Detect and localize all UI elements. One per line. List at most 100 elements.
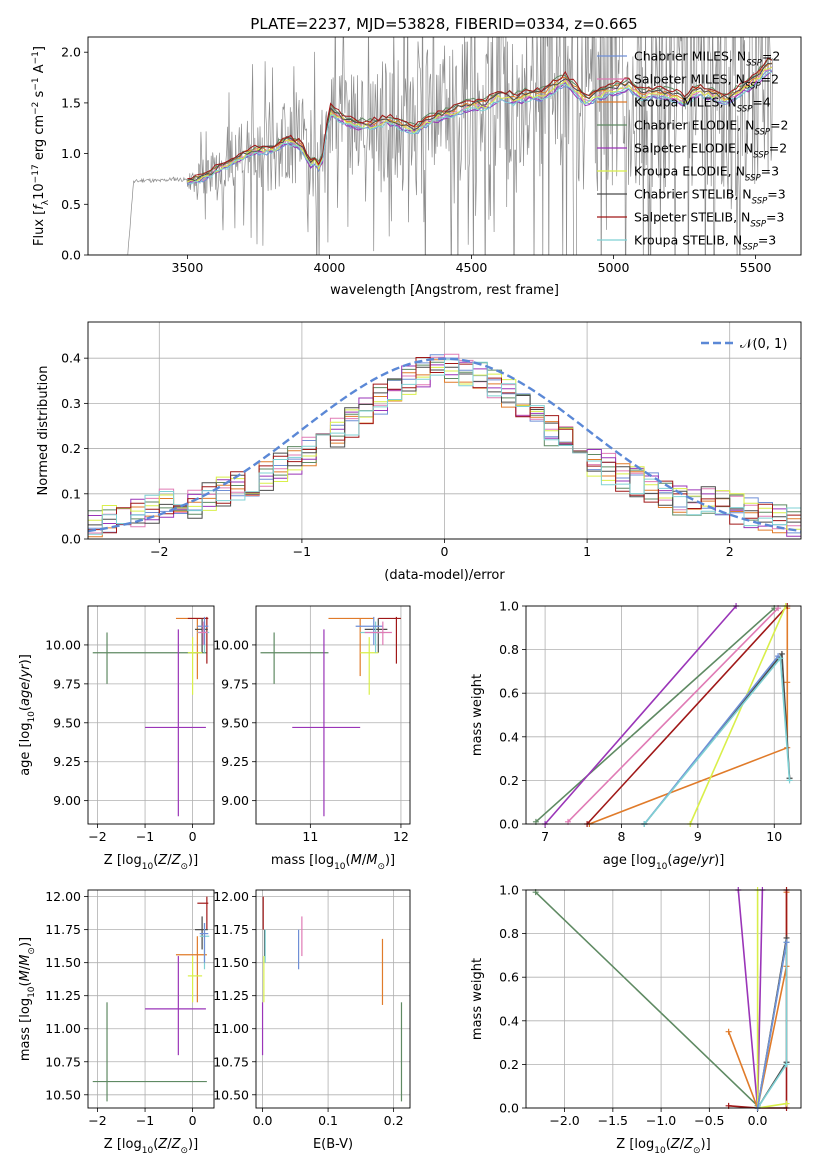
data-point (145, 956, 206, 1056)
weight-marker (786, 777, 793, 784)
label-part: Z [ (104, 853, 122, 868)
weight-marker (777, 655, 784, 662)
data-point (260, 632, 329, 684)
y-axis-label: mass weight (470, 674, 485, 756)
observed-spectrum (127, 37, 773, 255)
model-spectrum (187, 71, 773, 185)
label-part: mass [ (271, 853, 314, 868)
legend-sub: SSP (745, 174, 761, 184)
legend-entry: Salpeter ELODIE, NSSP=2 (634, 141, 787, 161)
legend-sub: SSP (745, 82, 761, 92)
x-tick-label: −1 (136, 829, 154, 844)
data-point (92, 1002, 207, 1102)
label-part: / (167, 853, 172, 868)
x-axis-label: wavelength [Angstrom, rest frame] (330, 283, 559, 298)
x-tick-label: 0.0 (253, 1113, 273, 1128)
label-part: M (366, 853, 377, 868)
label-part: Z (171, 853, 182, 868)
label-part: Z (670, 1137, 681, 1152)
y-tick-label: 1.5 (61, 95, 81, 110)
label-part: ⊙ (693, 1146, 701, 1156)
legend-text: Chabrier ELODIE, N (634, 118, 754, 133)
y-tick-label: 1.0 (499, 883, 519, 898)
data-point (355, 616, 383, 645)
label-part: Z (171, 1137, 182, 1152)
weight-series-line (544, 605, 737, 825)
label-part: / (697, 853, 702, 868)
y-tick-label: 9.25 (221, 754, 249, 769)
errorbar-plot (260, 616, 401, 817)
weight-plot (532, 603, 793, 827)
x-tick-label: −1.0 (646, 1113, 676, 1128)
x-tick-label: −2 (88, 829, 106, 844)
label-part: ( (18, 981, 33, 986)
y-tick-label: 0.2 (61, 441, 81, 456)
label-part: ( (18, 706, 33, 711)
histogram-plot (88, 353, 801, 538)
label-part: 10 (656, 862, 668, 872)
legend-tail: =2 (770, 118, 788, 133)
label-part: / (18, 965, 33, 970)
label-part: 10 (27, 986, 37, 998)
y-tick-label: 11.00 (213, 1021, 249, 1036)
legend-text: Salpeter STELIB, N (634, 210, 750, 225)
legend-sub: SSP (737, 105, 753, 115)
y-tick-label: 9.00 (53, 793, 81, 808)
axes-frame (87, 605, 215, 825)
label-part: / (362, 853, 367, 868)
data-point (194, 618, 208, 653)
x-axis-label: E(B-V) (313, 1137, 353, 1152)
y-tick-label: 1.0 (61, 146, 81, 161)
label-part: 10 (27, 711, 37, 723)
label-part: age (18, 682, 33, 706)
label-part: log (122, 1137, 142, 1152)
x-tick-label: 0 (189, 829, 197, 844)
weight-series-line (589, 608, 789, 825)
data-point (194, 916, 208, 950)
y-tick-label: 0.0 (61, 248, 81, 263)
mass-weight-vs-metallicity-panel: −2.0 −1.5 −1.0 −0.5 0.0 0.0 0.2 0.4 0.6 0.8 1.0 Z [… (470, 883, 802, 1156)
x-axis-label: Z [log10(Z/Z⊙)] (104, 853, 198, 872)
label-part: age (672, 853, 696, 868)
y-tick-label: 0.5 (61, 197, 81, 212)
x-axis-label: age [log10(age/yr)] (603, 853, 725, 872)
x-tick-label: 11 (302, 829, 318, 844)
x-tick-label: 2 (726, 544, 734, 559)
x-tick-label: 0.2 (384, 1113, 404, 1128)
y-axis-label: mass [log10(M/M⊙)] (18, 937, 37, 1061)
weight-series-line (689, 605, 787, 825)
label-part: s (32, 90, 47, 101)
legend-tail: =2 (769, 141, 787, 156)
y-tick-label: 9.00 (221, 793, 249, 808)
y-tick-label: 0.3 (61, 396, 81, 411)
y-tick-label: 10.75 (213, 1054, 249, 1069)
errorbar-plot (92, 896, 210, 1102)
data-point (199, 923, 209, 963)
data-point (92, 632, 207, 684)
model-spectrum (187, 70, 773, 185)
y-axis-label: Flux [fλ10−17 erg cm−2 s−1 A−1] (31, 46, 51, 246)
y-tick-label: 0.2 (499, 773, 519, 788)
model-spectrum (187, 62, 773, 182)
label-part: log (18, 723, 33, 743)
label-part: yr (700, 853, 716, 868)
label-part: ⊙ (27, 947, 37, 955)
weight-marker (783, 1061, 790, 1068)
data-point (187, 637, 203, 695)
y-tick-label: 0.8 (499, 926, 519, 941)
label-part: log (122, 853, 142, 868)
legend-entry: Chabrier STELIB, NSSP=3 (634, 187, 786, 207)
y-tick-label: 0.0 (61, 532, 81, 547)
grid-lines (256, 606, 410, 824)
y-tick-label: 10.50 (213, 1087, 249, 1102)
label-part: λ (41, 199, 51, 205)
label-part: −17 (31, 164, 41, 183)
x-tick-label: −2.0 (549, 1113, 579, 1128)
model-spectrum (187, 67, 773, 183)
weight-series-line (756, 942, 788, 1109)
weight-series-line (535, 607, 775, 823)
legend-entry: 𝒩(0, 1) (740, 337, 787, 352)
